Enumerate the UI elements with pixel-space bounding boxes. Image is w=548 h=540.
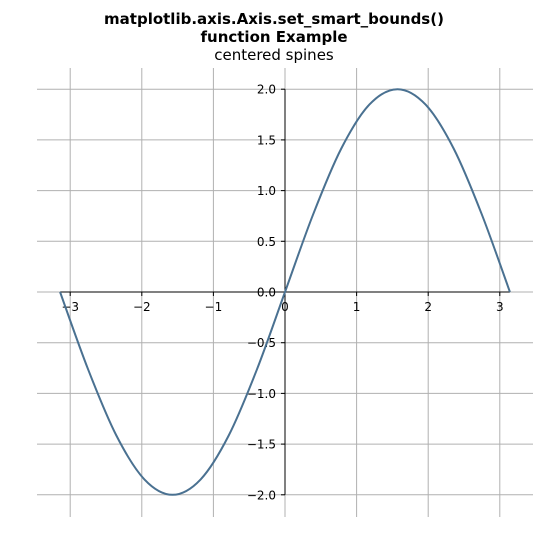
y-tick-label: −1.5: [247, 438, 276, 452]
x-tick-label: 0: [281, 300, 289, 314]
y-tick-label: −2.0: [247, 488, 276, 502]
series-line-0: [59, 88, 511, 496]
chart-title-line-2: function Example: [200, 28, 348, 46]
series-layer: [59, 88, 511, 496]
y-tick-label: 1.5: [257, 133, 276, 147]
y-tick-label: 2.0: [257, 83, 276, 97]
y-tick-label: −0.5: [247, 336, 276, 350]
x-tick-label: −1: [205, 300, 223, 314]
chart-subtitle: centered spines: [214, 46, 334, 64]
y-tick-label: −1.0: [247, 387, 276, 401]
chart-title-line-1: matplotlib.axis.Axis.set_smart_bounds(): [104, 10, 444, 28]
y-tick-label: 0.5: [257, 235, 276, 249]
x-tick-label: −2: [133, 300, 151, 314]
y-tick-label: 0.0: [257, 286, 276, 300]
x-tick-label: 2: [424, 300, 432, 314]
x-tick-label: 1: [353, 300, 361, 314]
ticks: −3 −2 −1 0 1 2 32.01.51.00.50.0−0.5−1.0−1.5−2.…: [61, 83, 503, 503]
y-tick-label: 1.0: [257, 184, 276, 198]
x-tick-label: 3: [496, 300, 504, 314]
